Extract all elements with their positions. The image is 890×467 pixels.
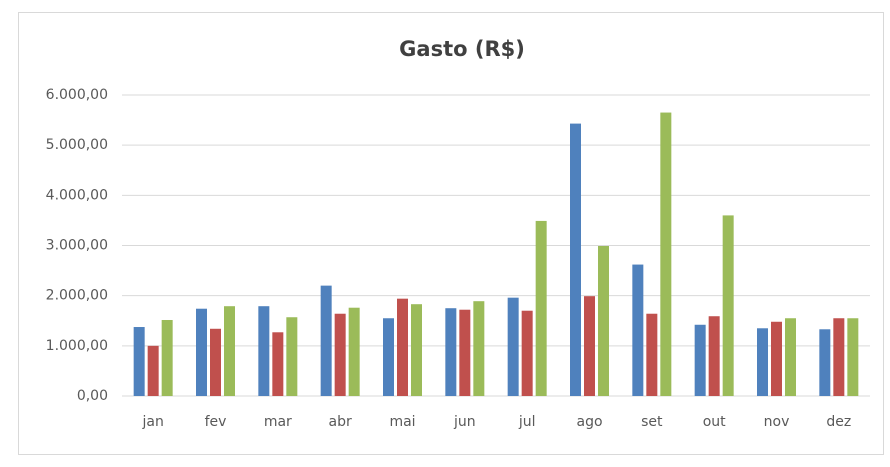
bar <box>258 306 270 396</box>
bar <box>570 123 581 396</box>
bar <box>694 324 706 396</box>
x-tick-label: out <box>703 414 726 430</box>
bar <box>272 332 284 396</box>
bar <box>147 345 159 396</box>
bar <box>161 319 173 396</box>
bar <box>224 306 235 396</box>
x-tick-label: jun <box>453 414 476 430</box>
bar <box>459 309 471 396</box>
y-tick-label: 6.000,00 <box>46 87 108 103</box>
bar <box>334 313 346 396</box>
bar <box>722 215 734 396</box>
bar <box>210 328 221 396</box>
x-tick-label: mar <box>264 414 292 430</box>
x-tick-label: mai <box>389 414 415 430</box>
x-tick-label: nov <box>764 414 790 430</box>
bar <box>632 264 644 396</box>
bar <box>660 112 672 396</box>
bar <box>473 301 485 396</box>
bar <box>757 328 768 396</box>
y-tick-label: 0,00 <box>77 388 108 404</box>
bar <box>196 308 207 396</box>
bar <box>785 318 796 396</box>
x-tick-label: set <box>641 414 663 430</box>
bar <box>847 318 859 396</box>
bar <box>771 321 782 396</box>
bar <box>133 327 145 396</box>
bar <box>507 297 519 396</box>
bar <box>833 318 845 396</box>
bar <box>445 308 457 396</box>
bar <box>521 310 533 396</box>
x-tick-label: jan <box>141 414 163 430</box>
y-tick-label: 2.000,00 <box>46 288 108 304</box>
bar <box>397 298 408 396</box>
y-tick-label: 5.000,00 <box>46 137 108 153</box>
x-tick-label: dez <box>826 414 851 430</box>
x-tick-label: jul <box>518 414 536 430</box>
bar <box>584 296 595 396</box>
y-tick-label: 1.000,00 <box>46 338 108 354</box>
bar <box>411 304 422 396</box>
bar <box>598 246 609 396</box>
bar <box>535 220 547 396</box>
bar <box>286 317 298 396</box>
bar <box>320 285 332 396</box>
bar <box>819 329 831 396</box>
bar <box>708 316 720 396</box>
y-tick-label: 4.000,00 <box>46 187 108 203</box>
bar <box>348 307 360 396</box>
x-tick-label: ago <box>576 414 602 430</box>
x-tick-label: fev <box>205 414 227 430</box>
x-tick-label: abr <box>329 414 352 430</box>
y-tick-label: 3.000,00 <box>46 238 108 254</box>
chart-title: Gasto (R$) <box>399 37 525 61</box>
bar <box>383 318 394 396</box>
bar <box>646 313 658 396</box>
